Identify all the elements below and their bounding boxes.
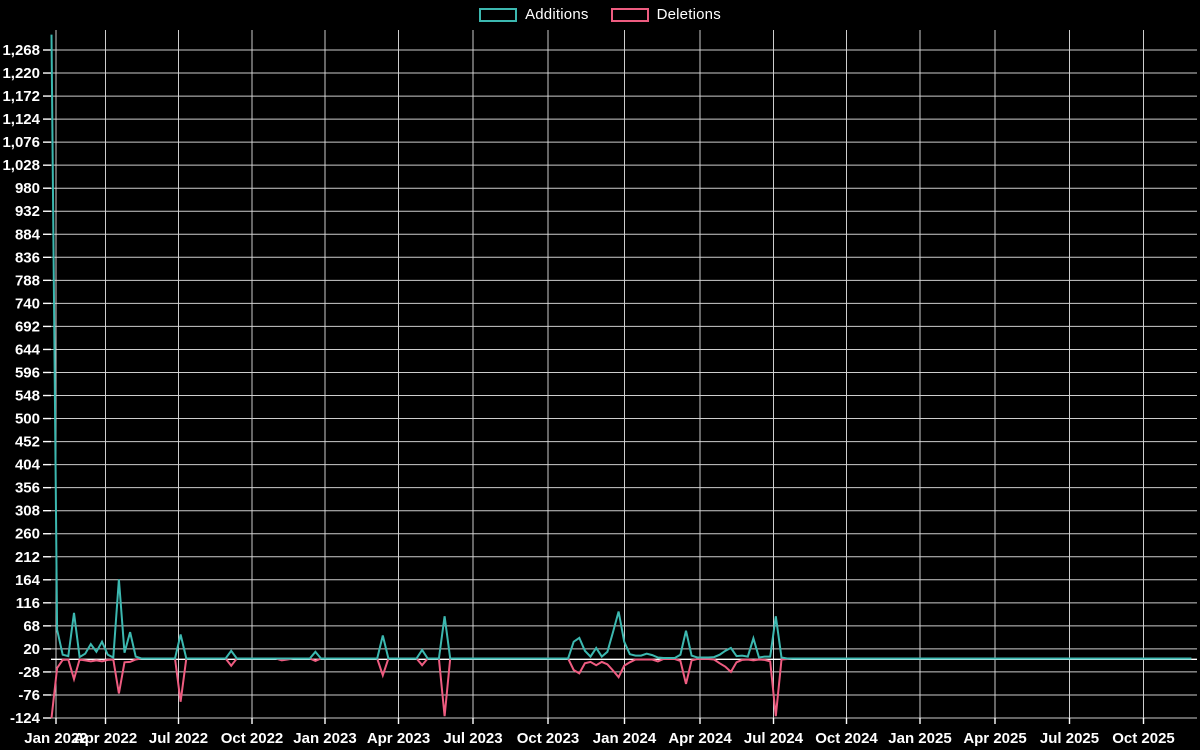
y-tick-label: 68: [23, 618, 40, 635]
y-tick-label: 596: [15, 364, 40, 381]
y-tick-label: 116: [16, 595, 40, 612]
y-tick-label: 500: [15, 411, 40, 428]
x-tick-label: Jan 2025: [888, 730, 951, 747]
y-tick-label: 212: [15, 549, 40, 566]
y-tick-label: 356: [15, 480, 40, 497]
deletions-line: [50, 657, 1192, 719]
y-tick-label: 452: [15, 434, 40, 451]
x-tick-label: Apr 2022: [74, 730, 137, 747]
x-tick-label: Jul 2025: [1040, 730, 1099, 747]
y-tick-label: -28: [18, 664, 40, 681]
y-tick-label: 1,268: [2, 42, 40, 59]
y-tick-label: 1,076: [2, 134, 40, 151]
y-tick-label: 1,124: [2, 111, 40, 128]
x-tick-label: Oct 2022: [221, 730, 284, 747]
y-tick-label: 548: [15, 388, 40, 405]
y-tick-label: 404: [15, 457, 41, 474]
y-tick-label: 1,028: [2, 157, 40, 174]
y-tick-label: 644: [15, 341, 41, 358]
y-tick-label: 20: [23, 641, 40, 658]
x-tick-label: Jul 2024: [744, 730, 804, 747]
deletions-swatch-icon: [610, 7, 649, 22]
y-tick-label: 692: [15, 318, 40, 335]
axis-labels: -124 -76 -28 20 68 116 164 212 260 308 356 404 452 50…: [2, 42, 1174, 747]
y-tick-label: 788: [15, 272, 40, 289]
legend-item-additions[interactable]: Additions: [479, 6, 589, 23]
gridlines: [51, 30, 1197, 719]
y-tick-label: 836: [15, 249, 40, 266]
x-tick-label: Jan 2024: [593, 730, 657, 747]
legend-item-deletions[interactable]: Deletions: [610, 6, 721, 23]
x-tick-label: Jul 2022: [149, 730, 208, 747]
legend-label-deletions: Deletions: [656, 6, 721, 23]
y-tick-label: 260: [15, 526, 40, 543]
x-tick-label: Oct 2024: [815, 730, 878, 747]
y-tick-label: -124: [10, 710, 41, 727]
y-tick-label: 308: [15, 503, 40, 520]
series-lines: [50, 34, 1192, 719]
legend-label-additions: Additions: [525, 6, 589, 23]
x-tick-label: Jul 2023: [443, 730, 502, 747]
additions-swatch-icon: [479, 7, 518, 22]
y-tick-label: 932: [15, 203, 40, 220]
x-tick-label: Apr 2024: [668, 730, 732, 747]
y-tick-label: -76: [18, 687, 40, 704]
chart-legend: Additions Deletions: [0, 6, 1200, 23]
y-tick-label: 164: [15, 572, 41, 589]
additions-line: [50, 34, 1192, 660]
y-tick-label: 740: [15, 295, 40, 312]
x-tick-label: Oct 2025: [1112, 730, 1175, 747]
x-tick-label: Jan 2022: [24, 730, 87, 747]
y-tick-label: 884: [15, 226, 41, 243]
y-tick-label: 1,220: [2, 65, 40, 82]
x-tick-label: Oct 2023: [517, 730, 580, 747]
x-tick-label: Apr 2023: [367, 730, 430, 747]
y-tick-label: 1,172: [2, 88, 40, 105]
x-tick-label: Apr 2025: [963, 730, 1026, 747]
y-tick-label: 980: [15, 180, 40, 197]
x-tick-label: Jan 2023: [293, 730, 356, 747]
